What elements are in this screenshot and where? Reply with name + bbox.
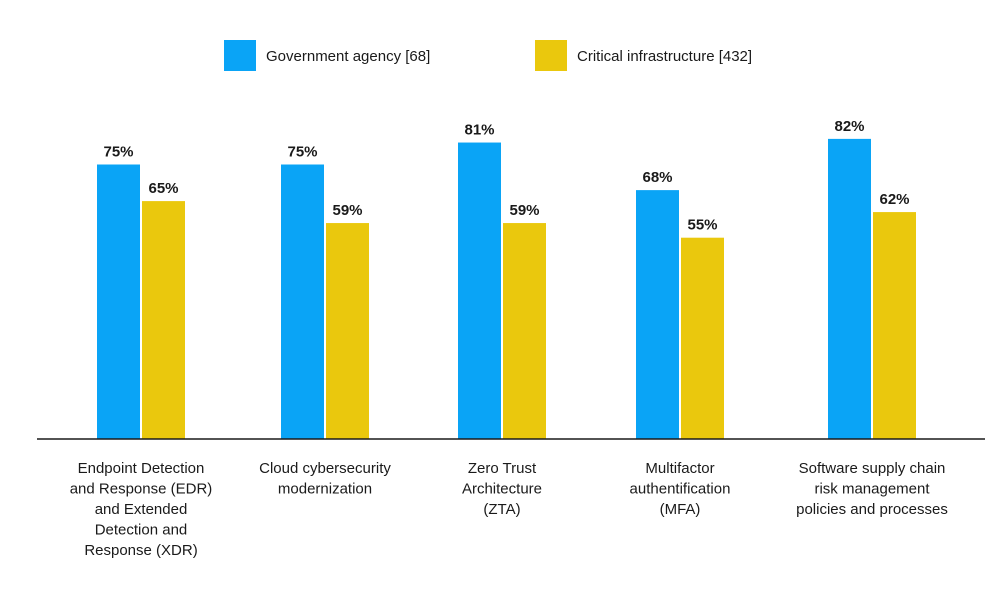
value-label-series1-cat3: 81%: [464, 122, 494, 139]
value-label-series2-cat2: 59%: [332, 202, 362, 219]
category-label-4: Multifactor authentification (MFA): [630, 460, 731, 518]
category-label-3-line-2: Architecture: [462, 481, 542, 498]
category-label-1: Endpoint Detection and Response (EDR) and …: [70, 460, 213, 559]
value-label-series2-cat5: 62%: [879, 191, 909, 208]
category-labels: Endpoint Detection and Response (EDR) and …: [70, 460, 948, 559]
category-label-1-line-5: Response (XDR): [84, 542, 197, 559]
value-label-series1-cat4: 68%: [642, 169, 672, 186]
legend-swatch-2: [535, 40, 567, 71]
category-label-4-line-1: Multifactor: [645, 460, 714, 477]
category-label-1-line-4: Detection and: [95, 522, 188, 539]
bar-series1-cat2: [281, 164, 324, 439]
bar-series2-cat1: [142, 201, 185, 439]
category-label-3-line-1: Zero Trust: [468, 460, 537, 477]
value-label-series2-cat4: 55%: [687, 217, 717, 234]
value-label-series1-cat5: 82%: [834, 118, 864, 135]
value-label-series1-cat2: 75%: [287, 144, 317, 161]
bar-series2-cat5: [873, 212, 916, 439]
category-label-5-line-1: Software supply chain: [799, 460, 946, 477]
value-label-series1-cat1: 75%: [103, 144, 133, 161]
bar-group: [97, 138, 916, 440]
bar-series1-cat5: [828, 138, 871, 439]
category-label-4-line-2: authentification: [630, 481, 731, 498]
bar-series2-cat4: [681, 237, 724, 439]
bar-series2-cat3: [503, 223, 546, 439]
category-label-4-line-3: (MFA): [660, 501, 701, 518]
category-label-2: Cloud cybersecurity modernization: [259, 460, 391, 498]
legend-label-2: Critical infrastructure [432]: [577, 48, 752, 65]
category-label-1-line-3: and Extended: [95, 501, 188, 518]
legend-swatch-1: [224, 40, 256, 71]
category-label-5: Software supply chain risk management poli…: [796, 460, 948, 518]
category-label-3-line-3: (ZTA): [483, 501, 520, 518]
category-label-1-line-2: and Response (EDR): [70, 481, 213, 498]
bar-series2-cat2: [326, 223, 369, 439]
legend-label-1: Government agency [68]: [266, 48, 430, 65]
bar-series1-cat4: [636, 190, 679, 439]
chart-legend: Government agency [68] Critical infrastru…: [224, 40, 752, 71]
category-label-2-line-1: Cloud cybersecurity: [259, 460, 391, 477]
value-label-series2-cat3: 59%: [509, 202, 539, 219]
value-labels: 75% 75% 81% 68% 82% 65% 59% 59% 55% 62%: [103, 118, 909, 234]
category-label-5-line-3: policies and processes: [796, 501, 948, 518]
category-label-5-line-2: risk management: [814, 481, 930, 498]
category-label-2-line-2: modernization: [278, 481, 372, 498]
bar-series1-cat3: [458, 142, 501, 440]
category-label-1-line-1: Endpoint Detection: [78, 460, 205, 477]
value-label-series2-cat1: 65%: [148, 180, 178, 197]
category-label-3: Zero Trust Architecture (ZTA): [462, 460, 542, 518]
bar-series1-cat1: [97, 164, 140, 439]
